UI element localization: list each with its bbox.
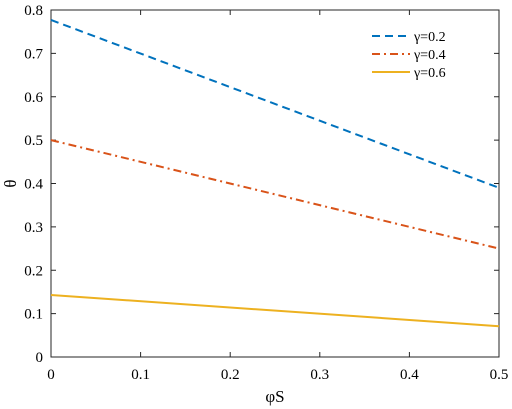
y-tick-label: 0.4 <box>24 177 43 193</box>
y-axis-label: θ <box>1 179 20 187</box>
x-tick-label: 0 <box>47 367 55 383</box>
x-tick-label: 0.2 <box>221 367 240 383</box>
y-tick-label: 0 <box>36 350 44 366</box>
axes <box>50 9 500 358</box>
series-line-3 <box>50 293 500 328</box>
x-tick-label: 0.4 <box>400 367 419 383</box>
legend-label-2: γ=0.4 <box>413 48 446 63</box>
y-tick-label: 0.2 <box>24 263 43 279</box>
y-tick-label: 0.6 <box>24 90 43 106</box>
y-tick-label: 0.7 <box>24 46 43 62</box>
y-tick-label: 0.3 <box>24 220 43 236</box>
series-lines <box>50 19 500 328</box>
y-tick-label: 0.8 <box>24 3 43 19</box>
x-tick-label: 0.1 <box>131 367 150 383</box>
tick-labels: 0 0.1 0.2 0.3 0.4 0.5 0 0.1 0.2 0.3 0.4 0.5 0.6 0.7 0.… <box>24 3 508 383</box>
series-line-2 <box>50 139 500 250</box>
y-tick-label: 0.5 <box>24 133 43 149</box>
x-tick-label: 0.5 <box>490 367 509 383</box>
legend-label-3: γ=0.6 <box>413 66 446 81</box>
legend: γ=0.2 γ=0.4 γ=0.6 <box>372 30 446 81</box>
series-line-1 <box>50 19 500 189</box>
x-tick-label: 0.3 <box>310 367 329 383</box>
x-axis-label: φS <box>265 387 284 406</box>
legend-label-1: γ=0.2 <box>413 30 446 45</box>
y-tick-label: 0.1 <box>24 307 43 323</box>
